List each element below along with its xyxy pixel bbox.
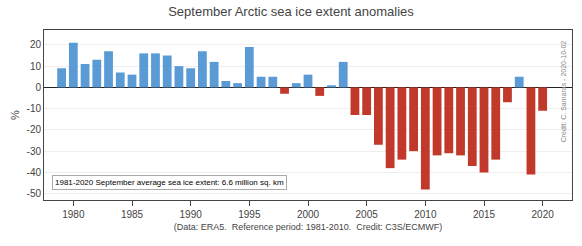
svg-text:2015: 2015 [473, 209, 496, 220]
svg-text:1990: 1990 [180, 209, 203, 220]
svg-text:0: 0 [35, 82, 41, 93]
svg-text:September Arctic sea ice exten: September Arctic sea ice extent anomalie… [168, 4, 414, 19]
svg-text:1980: 1980 [62, 209, 85, 220]
svg-text:Credit: C. Samaras - 2020-10-0: Credit: C. Samaras - 2020-10-02 [560, 41, 567, 143]
svg-text:%: % [9, 110, 21, 120]
svg-text:2000: 2000 [297, 209, 320, 220]
svg-text:-20: -20 [27, 124, 42, 135]
svg-text:2005: 2005 [356, 209, 379, 220]
svg-text:2020: 2020 [532, 209, 555, 220]
svg-text:-30: -30 [27, 146, 42, 157]
svg-text:10: 10 [30, 61, 42, 72]
svg-text:1981-2020 September average se: 1981-2020 September average sea ice exte… [55, 178, 284, 187]
svg-text:-10: -10 [27, 103, 42, 114]
svg-text:(Data: ERA5. Reference period: (Data: ERA5. Reference period: 1981-2010… [174, 222, 443, 232]
svg-text:-40: -40 [27, 167, 42, 178]
svg-text:1995: 1995 [238, 209, 261, 220]
svg-text:-50: -50 [27, 188, 42, 199]
svg-text:1985: 1985 [121, 209, 144, 220]
svg-text:20: 20 [30, 39, 42, 50]
svg-text:2010: 2010 [414, 209, 437, 220]
